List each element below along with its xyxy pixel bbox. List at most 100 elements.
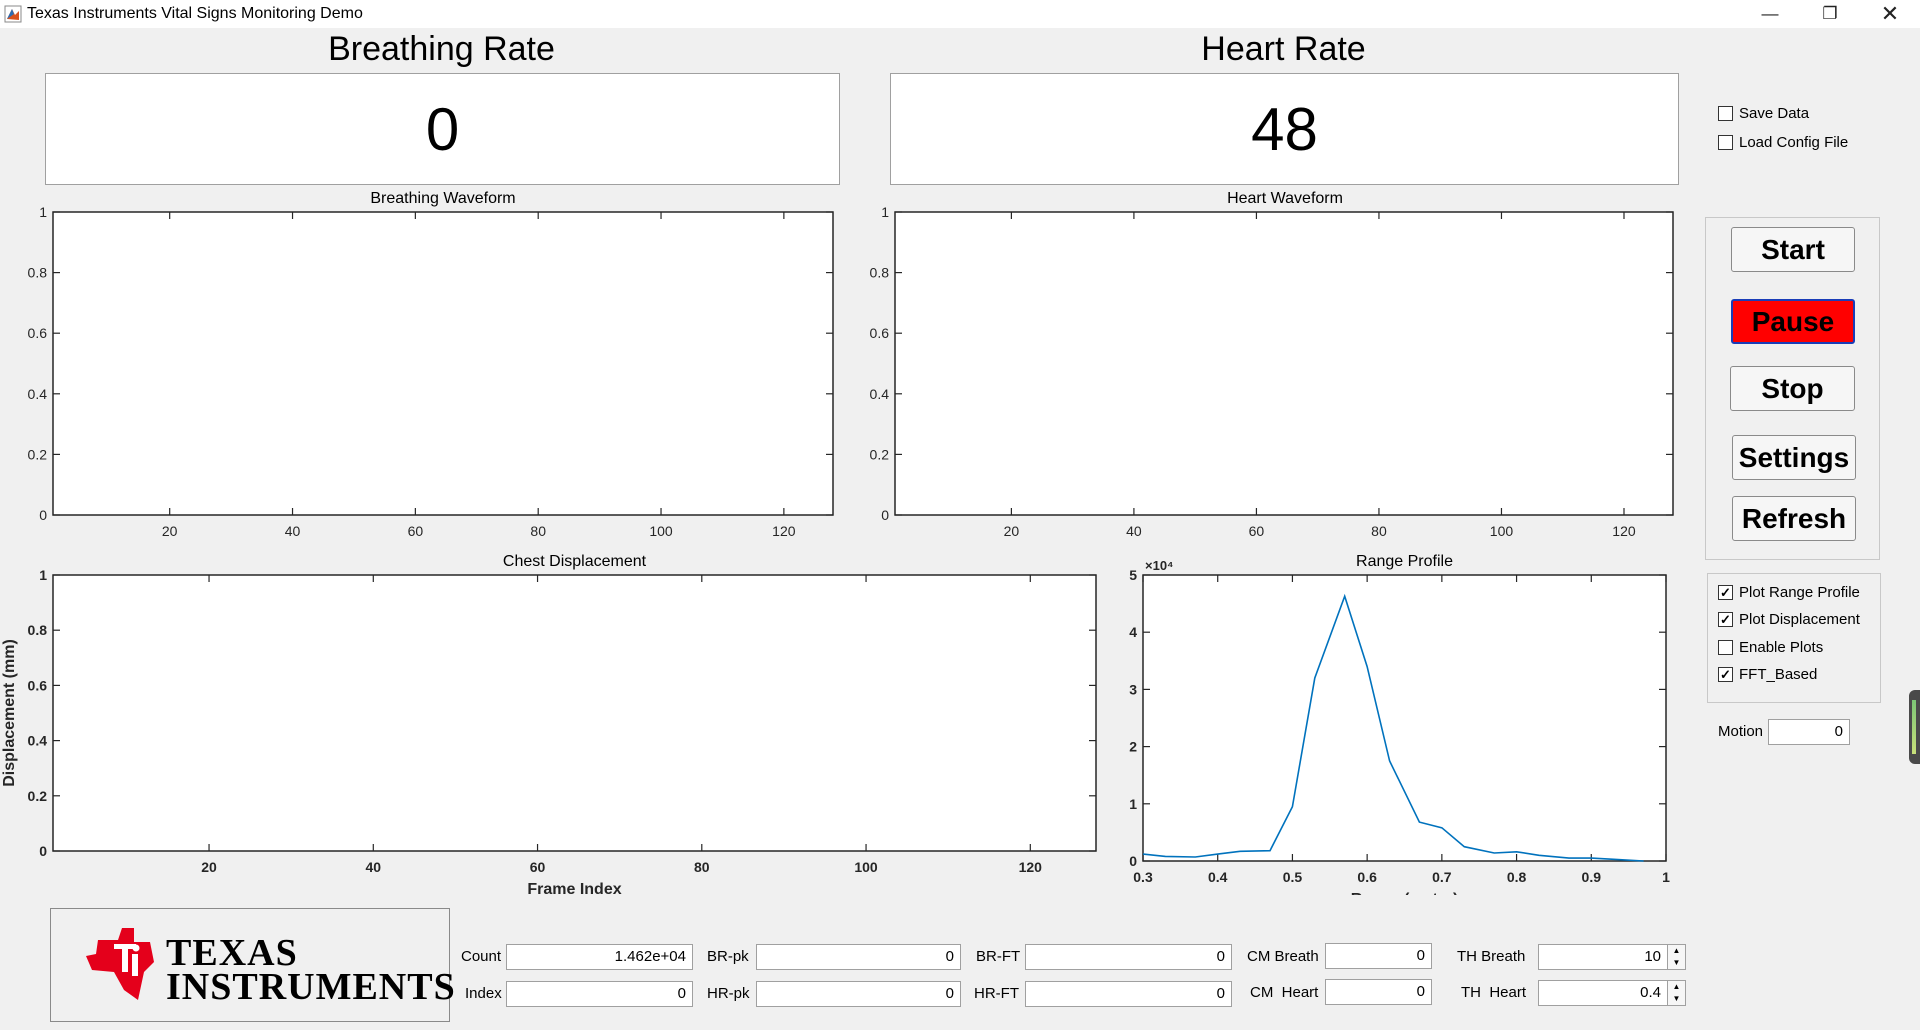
enable-plots-label: Enable Plots [1739,638,1824,656]
side-handle[interactable] [1909,690,1920,764]
load-config-label: Load Config File [1739,133,1849,151]
th-heart-spinner[interactable]: ▲ ▼ [1668,980,1686,1006]
y-tick-label: 0.8 [28,265,48,281]
x-tick-label: 0.4 [1208,869,1228,885]
y-tick-label: 0.2 [870,446,890,462]
x-tick-label: 40 [285,523,301,539]
breathing-waveform-plot: 20 40 60 80 100 120 0 0.2 0.4 0.6 0.8 1 [28,204,834,539]
y-tick-label: 0.6 [870,325,890,341]
heart-rate-value: 48 [890,73,1679,185]
x-tick-label: 0.6 [1357,869,1377,885]
y-tick-label: 2 [1129,739,1137,755]
x-tick-label: 100 [649,523,673,539]
y-tick-label: 0 [39,843,47,859]
x-tick-label: 1 [1662,869,1670,885]
save-data-label: Save Data [1739,104,1810,122]
x-tick-label: 0.9 [1582,869,1602,885]
x-tick-label: 120 [1612,523,1636,539]
breathing-rate-title: Breathing Rate [328,30,555,68]
count-label: Count [461,948,502,965]
stop-button[interactable]: Stop [1730,366,1855,411]
load-config-box[interactable] [1718,134,1733,150]
settings-button[interactable]: Settings [1732,435,1856,480]
enable-plots-checkbox[interactable]: Enable Plots [1718,637,1823,657]
cm-breath-label: CM Breath [1247,948,1319,965]
y-tick-label: 1 [39,204,47,220]
cm-heart-field[interactable]: 0 [1325,979,1432,1005]
y-tick-label: 0.4 [28,386,48,402]
br-ft-field[interactable]: 0 [1025,944,1232,970]
hr-ft-field[interactable]: 0 [1025,981,1232,1007]
ti-logo-text-1: TEXAS [166,932,298,974]
hr-pk-label: HR-pk [707,985,750,1002]
breathing-waveform-title: Breathing Waveform [370,190,516,207]
x-tick-label: 60 [408,523,424,539]
save-data-checkbox[interactable]: Save Data [1718,103,1809,123]
ti-logo-icon [86,928,154,1000]
range-profile-title: Range Profile [1356,553,1453,570]
window-title: Texas Instruments Vital Signs Monitoring… [27,5,363,22]
y-tick-label: 0 [1129,853,1137,869]
title-bar [0,0,1920,28]
x-tick-label: 120 [772,523,796,539]
chest-displacement-plot: 20 40 60 80 100 120 0 0.2 0.4 0.6 0.8 1 Frame Index D… [1,567,1097,895]
x-tick-label: 80 [530,523,546,539]
fft-based-box[interactable]: ✓ [1718,666,1733,682]
th-breath-spinner[interactable]: ▲ ▼ [1668,944,1686,970]
fft-based-checkbox[interactable]: ✓ FFT_Based [1718,664,1817,684]
start-button[interactable]: Start [1731,227,1855,272]
y-tick-label: 0.2 [28,788,48,804]
save-data-box[interactable] [1718,105,1733,121]
load-config-checkbox[interactable]: Load Config File [1718,132,1848,152]
x-tick-label: 0.8 [1507,869,1527,885]
control-panel [1705,217,1880,560]
plot-area [52,574,1097,852]
plot-displacement-checkbox[interactable]: ✓ Plot Displacement [1718,609,1860,629]
y-tick-label: 0 [39,507,47,523]
index-field[interactable]: 0 [506,981,693,1007]
y-tick-label: 0.6 [28,325,48,341]
x-axis-label: Range (meter) [1351,891,1459,895]
range-profile-plot: 0.3 0.4 0.5 0.6 0.7 0.8 0.9 1 0 1 2 3 4 5 Range (meter… [1129,558,1670,895]
x-tick-label: 40 [1126,523,1142,539]
y-tick-label: 0.8 [28,622,48,638]
y-axis-label: Displacement (mm) [1,639,18,787]
plot-options-panel [1707,573,1881,703]
plot-range-profile-box[interactable]: ✓ [1718,584,1733,600]
plot-displacement-box[interactable]: ✓ [1718,611,1733,627]
y-exponent-label: ×10⁴ [1145,558,1173,573]
pause-button[interactable]: Pause [1731,299,1855,344]
count-field[interactable]: 1.462e+04 [506,944,693,970]
x-tick-label: 100 [854,859,878,875]
br-pk-field[interactable]: 0 [756,944,961,970]
cm-breath-field[interactable]: 0 [1325,943,1432,969]
th-breath-field[interactable]: 10 [1538,944,1668,970]
chest-displacement-title: Chest Displacement [502,553,647,570]
ti-logo-text-2: INSTRUMENTS [166,966,456,1008]
x-tick-label: 60 [530,859,546,875]
y-tick-label: 0.4 [28,733,48,749]
plot-range-profile-checkbox[interactable]: ✓ Plot Range Profile [1718,582,1860,602]
th-heart-label: TH Heart [1461,984,1527,1001]
heart-waveform-plot: 20 40 60 80 100 120 0 0.2 0.4 0.6 0.8 1 [870,204,1674,539]
motion-field[interactable]: 0 [1768,719,1850,745]
x-tick-label: 20 [162,523,178,539]
enable-plots-box[interactable] [1718,639,1733,655]
breathing-rate-value: 0 [45,73,840,185]
y-tick-label: 3 [1129,681,1137,697]
heart-waveform-title: Heart Waveform [1227,190,1343,207]
x-tick-label: 100 [1490,523,1514,539]
x-tick-label: 80 [1371,523,1387,539]
x-tick-label: 120 [1019,859,1043,875]
refresh-button[interactable]: Refresh [1732,496,1856,541]
minimize-icon[interactable]: — [1761,4,1779,23]
restore-icon[interactable]: ❐ [1822,4,1838,23]
y-tick-label: 0.4 [870,386,890,402]
x-tick-label: 40 [366,859,382,875]
th-heart-field[interactable]: 0.4 [1538,980,1668,1006]
plot-area [52,211,834,516]
x-tick-label: 20 [201,859,217,875]
close-icon[interactable]: ✕ [1880,1,1900,26]
hr-pk-field[interactable]: 0 [756,981,961,1007]
br-pk-label: BR-pk [707,948,749,965]
